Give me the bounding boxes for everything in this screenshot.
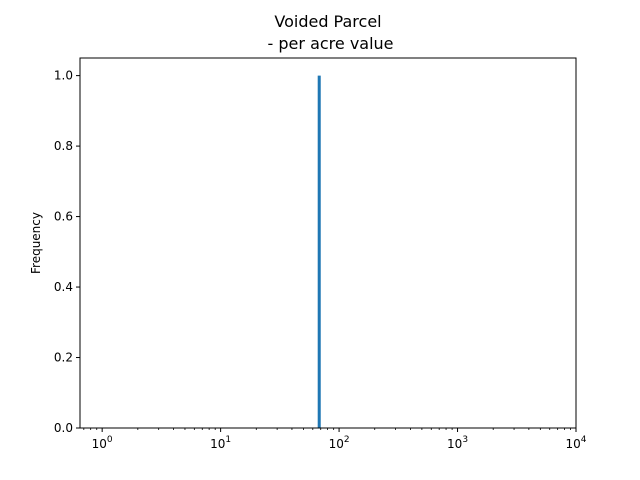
y-tick-label: 0.2 bbox=[54, 351, 73, 365]
y-tick-label: 0.6 bbox=[54, 210, 73, 224]
plot-frame bbox=[79, 57, 577, 429]
x-tick-label: 101 bbox=[210, 435, 231, 451]
y-axis-ticks: 0.0 0.2 0.4 0.6 0.8 1.0 bbox=[54, 69, 80, 435]
x-tick-label: 102 bbox=[329, 435, 350, 451]
chart-subtitle: - per acre value bbox=[262, 34, 393, 53]
x-tick-label: 103 bbox=[447, 435, 468, 451]
y-tick-label: 1.0 bbox=[54, 69, 73, 83]
x-tick-label: 104 bbox=[565, 435, 586, 451]
y-tick-label: 0.0 bbox=[54, 421, 73, 435]
y-axis-label: Frequency bbox=[29, 212, 43, 274]
bars-group bbox=[317, 75, 321, 428]
x-axis-ticks: 100 101 102 103 104 bbox=[83, 428, 587, 451]
x-tick-label: 100 bbox=[92, 435, 113, 451]
y-tick-label: 0.8 bbox=[54, 139, 73, 153]
histogram-bar bbox=[317, 75, 321, 428]
chart-title: Voided Parcel bbox=[274, 12, 381, 31]
y-tick-label: 0.4 bbox=[54, 280, 73, 294]
